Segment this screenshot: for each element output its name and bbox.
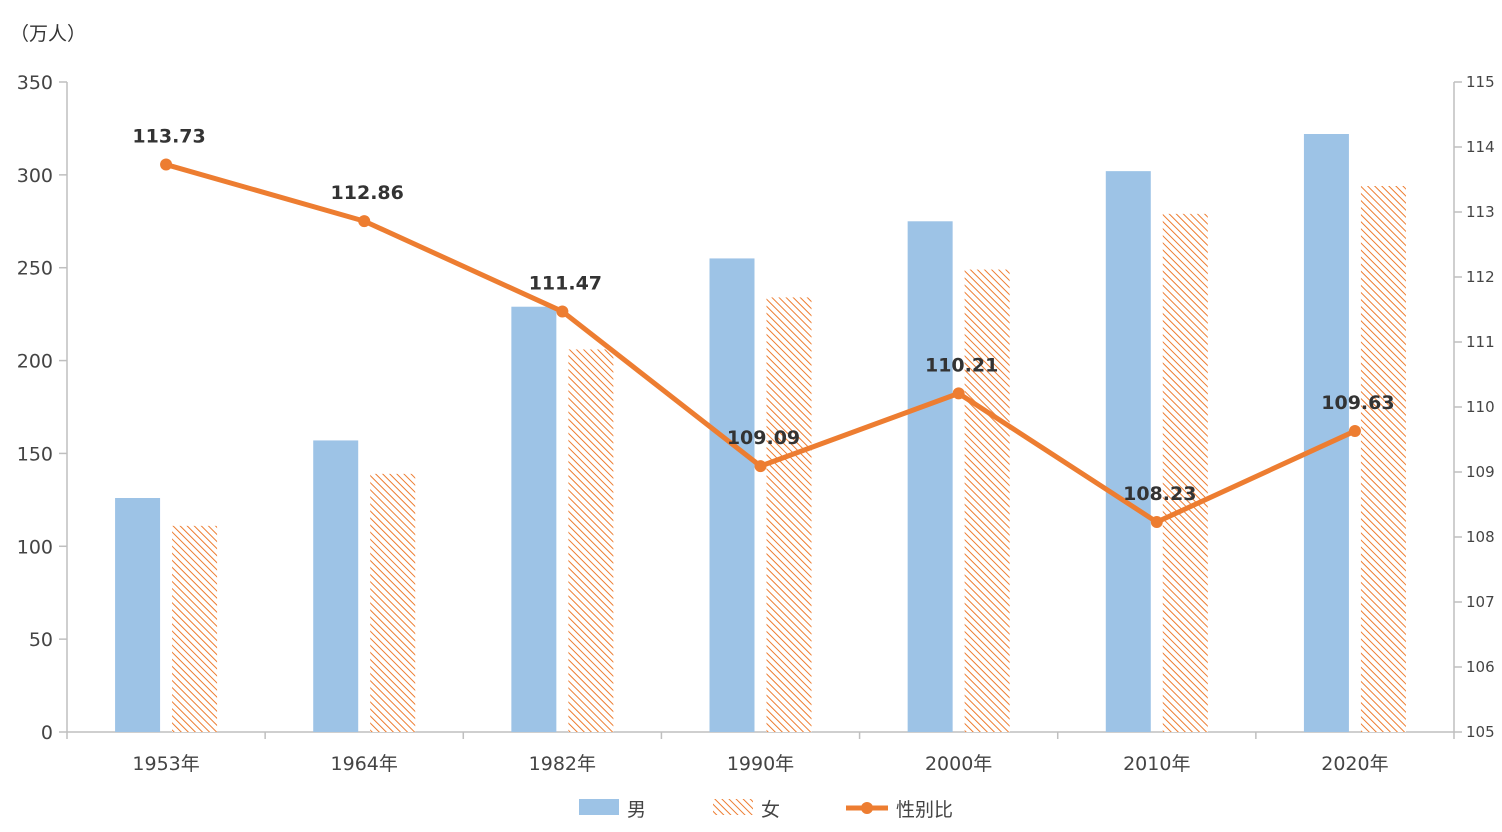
y-right-tick-label: 114 xyxy=(1466,138,1495,156)
data-labels: 113.73 112.86 111.47 109.09 110.21 108.23 109.… xyxy=(132,126,1394,505)
bar-female xyxy=(1162,213,1208,732)
x-tick-label: 1990年 xyxy=(727,753,794,775)
bars xyxy=(115,134,1406,733)
y-left-tick-label: 200 xyxy=(17,351,53,373)
bar-female xyxy=(766,297,812,732)
x-tick-label: 1964年 xyxy=(331,753,398,775)
x-tick-label: 1953年 xyxy=(132,753,199,775)
y-left-tick-label: 300 xyxy=(17,165,53,187)
sex-ratio-point xyxy=(1150,516,1163,529)
bar-male xyxy=(907,221,953,733)
data-label-sex-ratio: 109.09 xyxy=(727,427,800,449)
legend-swatch-male xyxy=(579,799,619,815)
data-label-sex-ratio: 113.73 xyxy=(132,126,205,148)
bar-female xyxy=(370,473,416,732)
y-right-tick-label: 106 xyxy=(1466,658,1495,676)
x-tick-label: 2010年 xyxy=(1123,753,1190,775)
y-right-tick-label: 105 xyxy=(1466,723,1495,741)
y-right-tick-label: 107 xyxy=(1466,593,1495,611)
sex-ratio-point xyxy=(1348,425,1361,438)
y-left-tick-label: 150 xyxy=(17,443,53,465)
x-tick-label: 1982年 xyxy=(529,753,596,775)
bar-female xyxy=(172,525,218,732)
bar-male xyxy=(1105,171,1151,733)
legend-label-female: 女 xyxy=(761,799,780,821)
sex-ratio-point xyxy=(160,158,173,171)
bar-male xyxy=(115,498,161,732)
data-label-sex-ratio: 110.21 xyxy=(925,354,998,376)
legend-swatch-sex-ratio-marker xyxy=(861,802,873,814)
y-right-tick-label: 110 xyxy=(1466,398,1495,416)
y-right-tick-label: 115 xyxy=(1466,73,1495,91)
y-right-tick-label: 111 xyxy=(1466,333,1495,351)
legend-swatch-female xyxy=(713,799,753,815)
bar-female xyxy=(964,269,1010,732)
sex-ratio-point xyxy=(952,387,965,400)
data-label-sex-ratio: 112.86 xyxy=(331,182,404,204)
y-right-tick-label: 108 xyxy=(1466,528,1495,546)
y-left-tick-label: 50 xyxy=(29,629,53,651)
sex-ratio-point xyxy=(556,305,569,318)
y-right-tick-label: 113 xyxy=(1466,203,1495,221)
bar-female xyxy=(568,349,614,732)
data-label-sex-ratio: 109.63 xyxy=(1321,392,1394,414)
axes: 0 50 100 150 200 250 300 350 105 106 107 108 109 110 1… xyxy=(17,72,1495,775)
y-right-tick-label: 109 xyxy=(1466,463,1495,481)
sex-ratio-point xyxy=(358,215,371,228)
y-left-tick-label: 350 xyxy=(17,72,53,94)
legend-label-male: 男 xyxy=(627,799,646,821)
y-left-tick-label: 100 xyxy=(17,536,53,558)
legend: 男 女 性别比 xyxy=(579,799,953,821)
sex-ratio-point xyxy=(754,460,767,473)
bar-female xyxy=(1360,186,1406,732)
bar-male xyxy=(709,258,755,732)
sex-ratio-line xyxy=(160,158,1361,529)
x-tick-label: 2000年 xyxy=(925,753,992,775)
y-left-tick-label: 0 xyxy=(41,722,53,744)
x-tick-label: 2020年 xyxy=(1321,753,1388,775)
legend-label-sex-ratio: 性别比 xyxy=(896,799,953,821)
data-label-sex-ratio: 108.23 xyxy=(1123,483,1196,505)
y-right-tick-label: 112 xyxy=(1466,268,1495,286)
y-left-tick-label: 250 xyxy=(17,258,53,280)
bar-male xyxy=(1303,134,1349,732)
y-axis-unit: （万人） xyxy=(10,23,86,45)
data-label-sex-ratio: 111.47 xyxy=(529,272,602,294)
bar-male xyxy=(313,440,359,732)
bar-male xyxy=(511,306,557,732)
